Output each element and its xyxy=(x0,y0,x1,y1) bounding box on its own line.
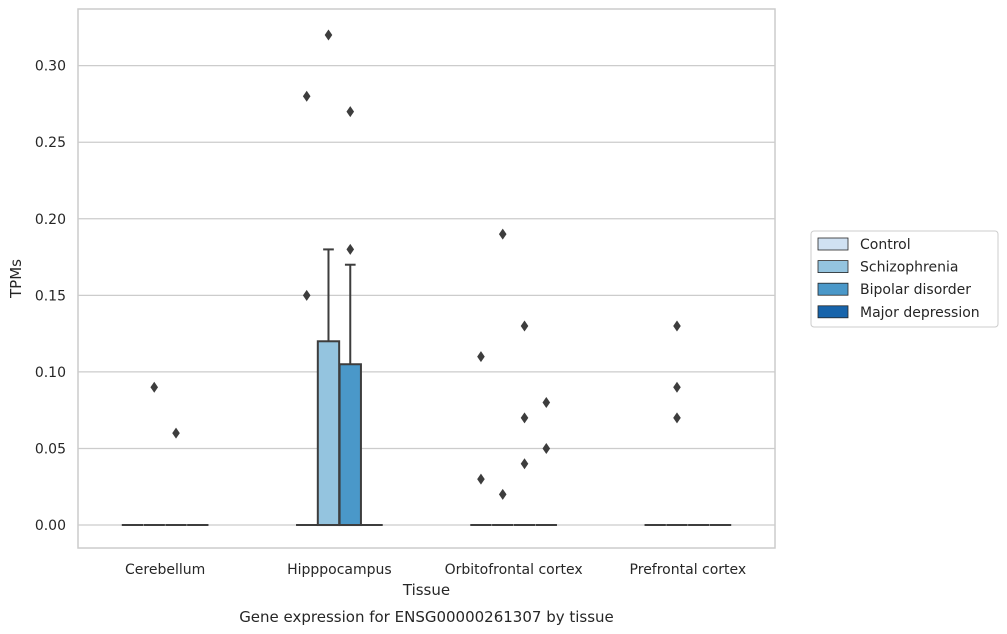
outlier-point xyxy=(542,397,551,409)
y-tick-label: 0.15 xyxy=(35,288,66,304)
legend: Control Schizophrenia Bipolar disorder Majo… xyxy=(810,230,999,328)
outlier-point xyxy=(520,458,529,470)
outlier-point xyxy=(477,473,485,485)
outlier-point xyxy=(520,320,529,332)
outlier-point xyxy=(477,351,485,363)
y-tick-label: 0.05 xyxy=(35,441,66,457)
box-group xyxy=(296,90,318,527)
outlier-point xyxy=(498,488,507,500)
x-tick-labels: Cerebellum Hipppocampus Orbitofrontal cort… xyxy=(125,562,746,578)
outlier-point xyxy=(150,381,159,393)
legend-swatch xyxy=(817,305,849,319)
y-tick-label: 0.20 xyxy=(35,212,66,228)
outlier-point xyxy=(324,29,333,41)
legend-swatch xyxy=(817,282,849,296)
box-group xyxy=(143,381,165,527)
box-group xyxy=(666,320,688,527)
outlier-point xyxy=(673,320,681,332)
y-tick-label: 0.25 xyxy=(35,135,66,151)
box xyxy=(316,340,341,527)
x-tick-label: Cerebellum xyxy=(125,562,205,578)
legend-label: Major depression xyxy=(860,305,980,321)
legend-swatch xyxy=(817,260,849,274)
y-tick-label: 0.30 xyxy=(35,59,66,75)
legend-swatch xyxy=(817,237,849,251)
x-tick-label: Orbitofrontal cortex xyxy=(445,562,583,578)
box-group xyxy=(165,427,187,527)
box-group xyxy=(338,106,362,527)
outlier-point xyxy=(673,381,681,393)
outlier-point xyxy=(498,228,507,240)
y-tick-labels: 0.00 0.05 0.10 0.15 0.20 0.25 0.30 xyxy=(35,59,66,534)
legend-frame xyxy=(810,230,999,328)
outlier-point xyxy=(346,106,355,118)
box xyxy=(338,363,362,527)
outlier-point xyxy=(346,243,355,255)
chart-caption: Gene expression for ENSG00000261307 by t… xyxy=(239,608,614,626)
y-tick-label: 0.10 xyxy=(35,365,66,381)
x-tick-label: Prefrontal cortex xyxy=(630,562,747,578)
grid-lines xyxy=(78,65,775,526)
y-tick-label: 0.00 xyxy=(35,518,66,534)
outlier-point xyxy=(172,427,180,439)
outlier-point xyxy=(302,289,311,301)
outlier-point xyxy=(673,412,681,424)
outlier-point xyxy=(302,90,311,102)
x-tick-label: Hipppocampus xyxy=(287,562,392,578)
box-group xyxy=(535,397,557,527)
box-group xyxy=(316,29,341,527)
outlier-point xyxy=(520,412,529,424)
legend-label: Bipolar disorder xyxy=(860,282,971,298)
legend-label: Control xyxy=(860,237,911,253)
y-axis-label: TPMs xyxy=(7,259,25,299)
box-group xyxy=(492,228,514,527)
legend-label: Schizophrenia xyxy=(860,260,958,276)
outlier-point xyxy=(542,442,551,454)
box-group xyxy=(513,320,536,527)
boxplot-marks xyxy=(121,29,732,527)
plot-frame xyxy=(77,8,776,549)
box-group xyxy=(470,351,492,527)
x-axis-label: Tissue xyxy=(402,581,450,599)
